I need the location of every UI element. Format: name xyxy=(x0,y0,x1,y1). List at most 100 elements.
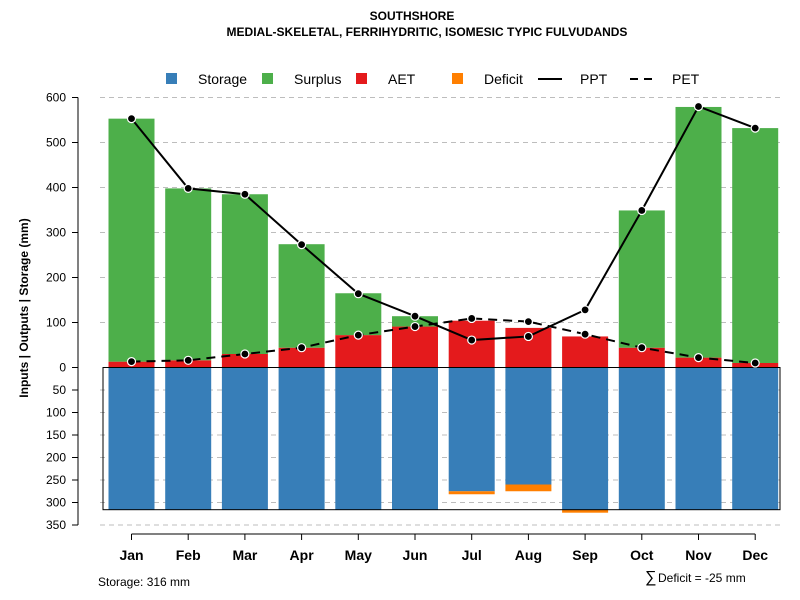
y-tick-label: 500 xyxy=(46,136,66,150)
aet-bar xyxy=(221,354,268,368)
legend-swatch-storage xyxy=(166,73,177,84)
pet-point xyxy=(297,343,307,353)
y-tick-label: 100 xyxy=(46,316,66,330)
surplus-bar xyxy=(675,106,722,358)
bars xyxy=(102,106,781,513)
aet-bar xyxy=(335,335,382,368)
legend-label-pet: PET xyxy=(672,71,700,87)
storage-bar xyxy=(335,367,382,510)
ppt-point xyxy=(467,335,477,345)
ppt-point xyxy=(750,123,760,133)
legend-swatch-aet xyxy=(356,73,367,84)
surplus-bar xyxy=(392,316,438,327)
pet-point xyxy=(637,343,647,353)
deficit-footer: Deficit = -25 mm xyxy=(658,571,746,585)
y-tick-label: 150 xyxy=(46,428,66,442)
legend-swatch-deficit xyxy=(452,73,463,84)
axes: 600 500 400 300 200 100 0 50 100 150 200 250 300 350 J… xyxy=(46,91,768,564)
y-tick-label: 300 xyxy=(46,226,66,240)
storage-bar xyxy=(562,367,609,510)
pet-line xyxy=(131,317,756,364)
legend: Storage Surplus AET Deficit PPT PET xyxy=(166,71,700,87)
x-tick-label: Feb xyxy=(176,547,201,563)
surplus-bar xyxy=(108,118,155,362)
y-tick-label: 100 xyxy=(46,406,66,420)
ppt-point xyxy=(353,289,363,299)
storage-bar xyxy=(448,367,495,492)
surplus-bar xyxy=(278,244,325,348)
surplus-bar xyxy=(221,194,268,354)
pet-point xyxy=(523,317,534,327)
legend-label-ppt: PPT xyxy=(580,71,608,87)
x-tick-label: Jul xyxy=(462,547,482,563)
storage-bar xyxy=(505,367,552,485)
ppt-point xyxy=(410,311,420,321)
deficit-bar xyxy=(448,491,495,495)
y-axis-label: Inputs | Outputs | Storage (mm) xyxy=(17,218,31,397)
y-tick-label: 350 xyxy=(46,518,66,532)
ppt-point xyxy=(693,101,704,112)
x-tick-label: May xyxy=(345,547,372,563)
deficit-bar xyxy=(562,509,609,513)
pet-point xyxy=(240,349,250,359)
ppt-point xyxy=(240,189,250,199)
x-tick-label: Sep xyxy=(572,547,598,563)
deficit-bar xyxy=(505,484,552,492)
series-lines xyxy=(126,101,760,368)
storage-bar xyxy=(618,367,665,510)
x-tick-label: Nov xyxy=(685,547,712,563)
storage-bar xyxy=(221,367,268,510)
storage-bar xyxy=(732,367,779,510)
ppt-point xyxy=(126,114,137,124)
chart-subtitle: MEDIAL-SKELETAL, FERRIHYDRITIC, ISOMESIC… xyxy=(227,25,628,39)
y-tick-label: 50 xyxy=(53,383,67,397)
aet-bar xyxy=(562,336,609,368)
legend-label-deficit: Deficit xyxy=(484,71,523,87)
x-tick-label: Apr xyxy=(290,547,315,563)
storage-bar xyxy=(165,367,212,510)
y-tick-label: 0 xyxy=(59,361,66,375)
aet-bar xyxy=(278,347,325,368)
x-tick-label: Oct xyxy=(630,547,654,563)
pet-point xyxy=(353,330,363,340)
storage-bar xyxy=(675,367,722,510)
pet-point xyxy=(750,358,760,368)
aet-bar xyxy=(618,347,665,368)
ppt-point xyxy=(183,183,193,193)
legend-label-storage: Storage xyxy=(198,71,247,87)
ppt-point xyxy=(580,305,590,315)
ppt-point xyxy=(637,205,647,216)
y-tick-label: 600 xyxy=(46,91,66,105)
legend-label-aet: AET xyxy=(388,71,416,87)
pet-point xyxy=(580,329,590,339)
aet-bar xyxy=(392,326,438,368)
ppt-point xyxy=(297,240,307,250)
storage-footer: Storage: 316 mm xyxy=(98,575,190,589)
legend-label-surplus: Surplus xyxy=(294,71,341,87)
x-tick-label: Jan xyxy=(119,547,143,563)
y-tick-label: 200 xyxy=(46,271,66,285)
pet-point xyxy=(467,313,477,324)
pet-point xyxy=(126,357,137,367)
surplus-bar xyxy=(618,210,665,348)
chart-title: SOUTHSHORE xyxy=(370,9,455,23)
surplus-bar xyxy=(732,128,779,363)
x-tick-label: Dec xyxy=(742,547,768,563)
x-tick-label: Jun xyxy=(403,547,428,563)
surplus-bar xyxy=(165,188,212,361)
storage-bar xyxy=(278,367,325,510)
ppt-point xyxy=(523,331,534,342)
storage-bar xyxy=(392,367,438,510)
aet-bar xyxy=(675,357,722,368)
storage-bar xyxy=(108,367,155,510)
pet-point xyxy=(410,321,420,332)
x-tick-label: Mar xyxy=(232,547,257,563)
pet-point xyxy=(693,353,704,363)
pet-point xyxy=(183,355,193,365)
x-tick-label: Aug xyxy=(515,547,542,563)
y-tick-label: 250 xyxy=(46,473,66,487)
ppt-line xyxy=(130,105,756,342)
y-tick-label: 300 xyxy=(46,496,66,510)
sigma-symbol: ∑ xyxy=(645,569,656,586)
